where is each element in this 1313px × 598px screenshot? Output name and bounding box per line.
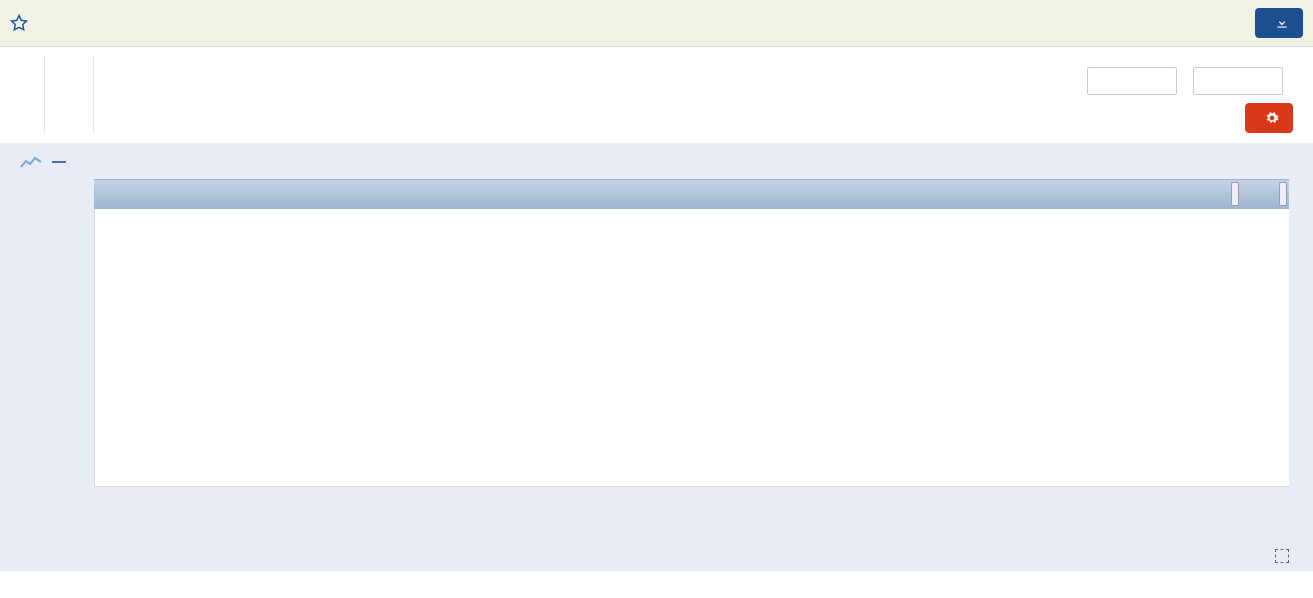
- site-link-group: [1265, 549, 1289, 563]
- download-icon: [1275, 16, 1289, 30]
- title-bar: [0, 0, 1313, 47]
- units-col: [45, 57, 94, 133]
- chart-glyph-icon: [20, 155, 42, 169]
- chart-footer: [10, 539, 1303, 571]
- edit-graph-button[interactable]: [1245, 103, 1293, 133]
- meta-row: [0, 47, 1313, 143]
- date-to-input[interactable]: [1193, 67, 1283, 95]
- favorite-star-icon[interactable]: [10, 14, 28, 32]
- legend-swatch: [52, 161, 66, 163]
- fullscreen-icon[interactable]: [1275, 549, 1289, 563]
- date-inputs: [1087, 67, 1283, 95]
- range-controls: [1087, 57, 1293, 95]
- page-title: [36, 12, 40, 34]
- mini-handle-right[interactable]: [1279, 182, 1287, 206]
- controls-col: [1087, 57, 1293, 133]
- download-button[interactable]: [1255, 8, 1303, 38]
- chart-area: [10, 179, 1303, 539]
- mini-range-slider[interactable]: [94, 179, 1289, 209]
- mini-handle-left[interactable]: [1231, 182, 1239, 206]
- observation-col: [20, 57, 45, 133]
- frequency-col: [94, 57, 142, 133]
- title-left: [10, 12, 40, 34]
- date-from-input[interactable]: [1087, 67, 1177, 95]
- legend-item[interactable]: [52, 161, 72, 163]
- chart-panel: [0, 143, 1313, 571]
- gear-icon: [1265, 111, 1279, 125]
- line-chart-svg[interactable]: [94, 187, 1289, 487]
- legend-row: [10, 151, 1303, 175]
